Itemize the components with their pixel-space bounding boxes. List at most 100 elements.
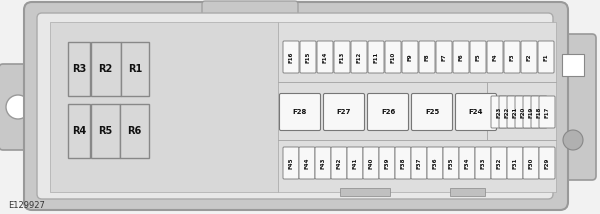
FancyBboxPatch shape	[37, 13, 553, 199]
Text: F23: F23	[497, 106, 502, 118]
Text: F14: F14	[323, 51, 328, 63]
FancyBboxPatch shape	[283, 147, 299, 179]
Text: F33: F33	[481, 157, 485, 169]
Text: F16: F16	[289, 51, 293, 63]
FancyBboxPatch shape	[280, 94, 320, 131]
Bar	[121, 42, 149, 96]
Text: R6: R6	[128, 126, 142, 136]
Text: F6: F6	[458, 53, 464, 61]
Text: F34: F34	[464, 157, 470, 169]
Circle shape	[563, 130, 583, 150]
FancyBboxPatch shape	[412, 94, 452, 131]
Text: F7: F7	[442, 53, 446, 61]
Text: F27: F27	[337, 109, 351, 115]
Text: F8: F8	[425, 53, 430, 61]
Text: F9: F9	[407, 53, 413, 61]
FancyBboxPatch shape	[331, 147, 347, 179]
Bar	[68, 42, 90, 96]
FancyBboxPatch shape	[411, 147, 427, 179]
FancyBboxPatch shape	[419, 41, 435, 73]
Text: F29: F29	[545, 157, 550, 169]
FancyBboxPatch shape	[379, 147, 395, 179]
Text: F10: F10	[391, 51, 395, 63]
FancyBboxPatch shape	[470, 41, 486, 73]
Circle shape	[6, 95, 30, 119]
FancyBboxPatch shape	[367, 94, 409, 131]
Text: F45: F45	[289, 157, 293, 169]
Text: F40: F40	[368, 157, 373, 169]
Bar	[91, 42, 121, 96]
Bar	[120, 104, 149, 158]
Text: F42: F42	[337, 157, 341, 169]
Text: F17: F17	[545, 106, 550, 118]
FancyBboxPatch shape	[504, 41, 520, 73]
FancyBboxPatch shape	[315, 147, 331, 179]
FancyBboxPatch shape	[539, 96, 555, 128]
Bar	[50, 22, 278, 192]
FancyBboxPatch shape	[538, 41, 554, 73]
Text: F37: F37	[416, 157, 421, 169]
FancyBboxPatch shape	[368, 41, 384, 73]
FancyBboxPatch shape	[455, 94, 497, 131]
Text: R1: R1	[128, 64, 142, 74]
Text: F11: F11	[373, 51, 379, 63]
FancyBboxPatch shape	[202, 1, 298, 25]
Bar	[562, 54, 584, 76]
Text: R3: R3	[72, 64, 86, 74]
Text: F39: F39	[385, 157, 389, 169]
Text: F21: F21	[512, 106, 517, 118]
FancyBboxPatch shape	[363, 147, 379, 179]
Text: F28: F28	[293, 109, 307, 115]
FancyBboxPatch shape	[443, 147, 459, 179]
Text: F4: F4	[493, 53, 497, 61]
FancyBboxPatch shape	[523, 96, 539, 128]
Text: F3: F3	[509, 53, 515, 61]
FancyBboxPatch shape	[491, 96, 507, 128]
Bar	[450, 188, 485, 196]
FancyBboxPatch shape	[427, 147, 443, 179]
Text: F18: F18	[536, 106, 542, 118]
Text: F13: F13	[340, 51, 344, 63]
FancyBboxPatch shape	[347, 147, 363, 179]
Text: F5: F5	[476, 53, 481, 61]
Text: F35: F35	[449, 157, 454, 169]
FancyBboxPatch shape	[351, 41, 367, 73]
Bar	[68, 104, 90, 158]
FancyBboxPatch shape	[515, 96, 531, 128]
Text: F22: F22	[505, 106, 509, 118]
Text: R2: R2	[98, 64, 113, 74]
Bar	[200, 10, 300, 30]
FancyBboxPatch shape	[334, 41, 350, 73]
Text: F31: F31	[512, 157, 517, 169]
Text: F41: F41	[353, 157, 358, 169]
FancyBboxPatch shape	[323, 94, 365, 131]
Text: F30: F30	[529, 157, 533, 169]
Text: R4: R4	[72, 126, 86, 136]
Text: F24: F24	[469, 109, 483, 115]
FancyBboxPatch shape	[507, 96, 523, 128]
Text: F20: F20	[521, 106, 526, 118]
Text: F12: F12	[356, 51, 361, 63]
FancyBboxPatch shape	[531, 96, 547, 128]
Text: F1: F1	[544, 53, 548, 61]
FancyBboxPatch shape	[487, 41, 503, 73]
FancyBboxPatch shape	[300, 41, 316, 73]
FancyBboxPatch shape	[402, 41, 418, 73]
Bar	[91, 104, 119, 158]
FancyBboxPatch shape	[552, 34, 596, 180]
FancyBboxPatch shape	[475, 147, 491, 179]
Text: F25: F25	[425, 109, 439, 115]
FancyBboxPatch shape	[0, 64, 37, 150]
Text: E129927: E129927	[8, 201, 45, 210]
FancyBboxPatch shape	[459, 147, 475, 179]
FancyBboxPatch shape	[523, 147, 539, 179]
FancyBboxPatch shape	[317, 41, 333, 73]
Text: F38: F38	[401, 157, 406, 169]
FancyBboxPatch shape	[299, 147, 315, 179]
FancyBboxPatch shape	[436, 41, 452, 73]
Bar	[278, 22, 556, 192]
FancyBboxPatch shape	[24, 2, 568, 210]
Bar	[340, 188, 390, 196]
FancyBboxPatch shape	[385, 41, 401, 73]
FancyBboxPatch shape	[521, 41, 537, 73]
